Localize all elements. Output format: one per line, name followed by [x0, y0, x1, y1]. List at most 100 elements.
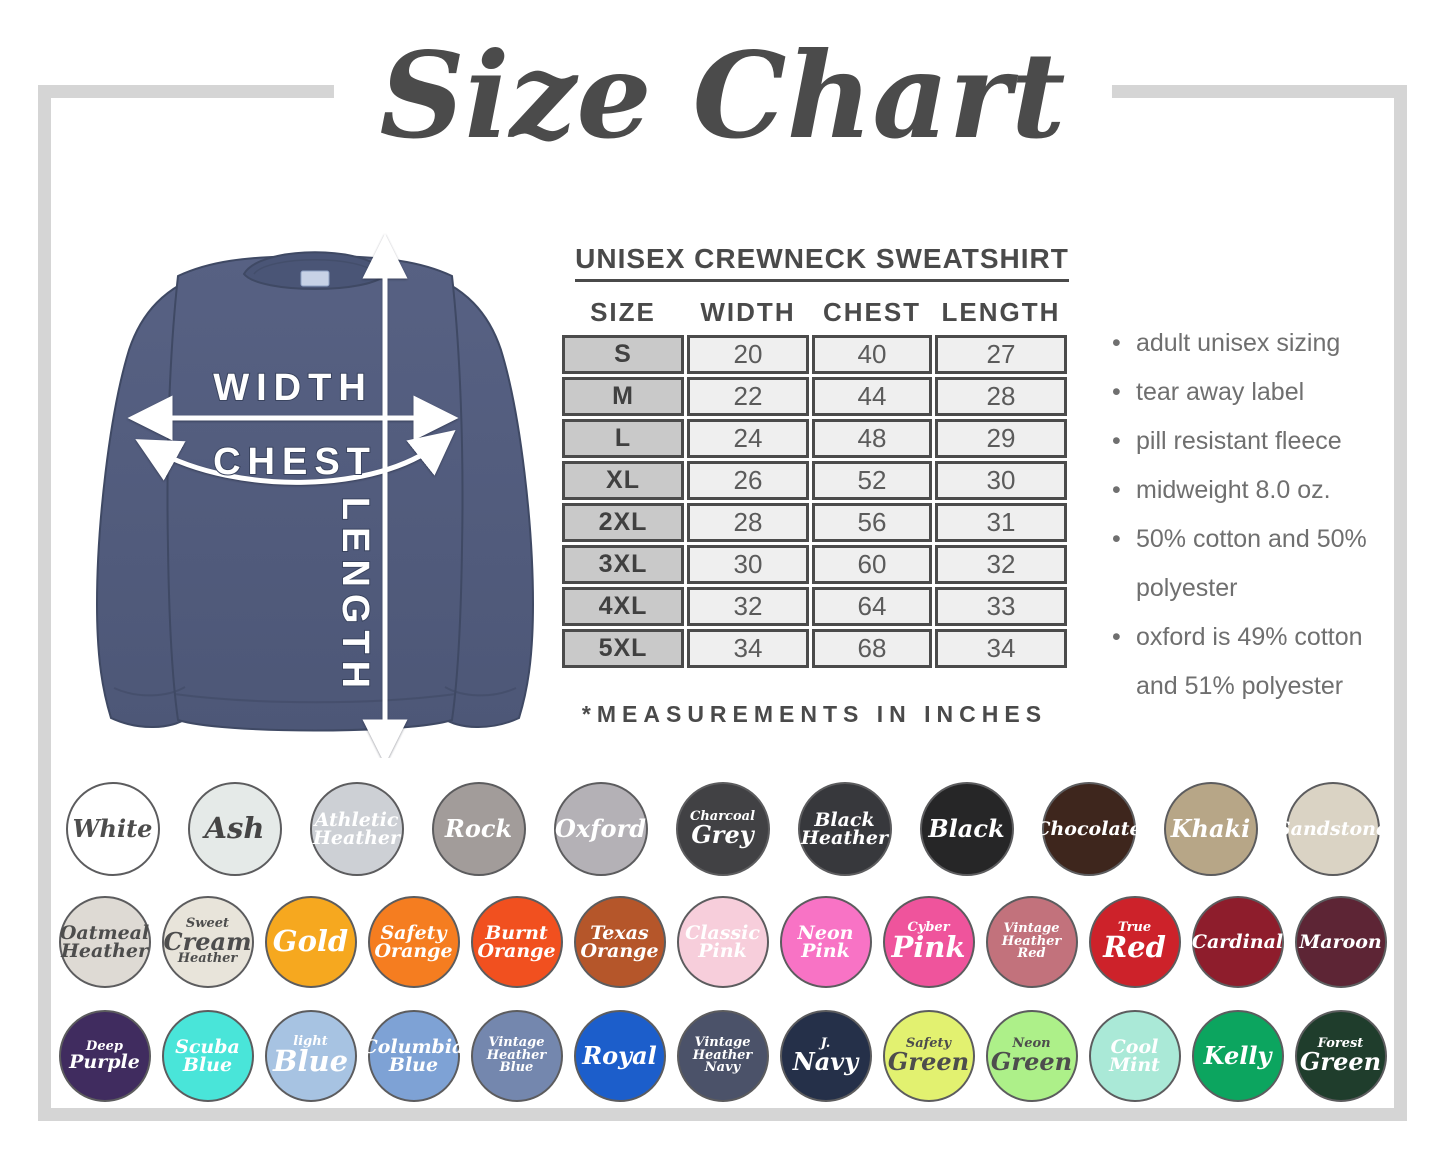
swatch-label: Black	[928, 813, 1005, 843]
swatch-label: Khaki	[1170, 813, 1251, 843]
bullet-text: oxford is 49% cotton and 51% polyester	[1136, 623, 1363, 700]
swatch-label: Ash	[204, 811, 265, 846]
swatch-label: True	[1117, 920, 1152, 936]
color-swatch-vintage-heather-red: Vintage Heather Red	[985, 896, 1078, 988]
chest-cell: 68	[812, 629, 932, 668]
color-swatch-cyber-pink: Cyber Pink	[882, 896, 975, 988]
color-swatch-light-blue: light Blue	[264, 1010, 357, 1102]
color-swatch-safety-green: Safety Green	[882, 1010, 975, 1102]
swatch-label: Scuba	[175, 1035, 240, 1058]
swatch-label: Pink	[698, 940, 747, 962]
bullet-icon: •	[1112, 476, 1121, 504]
swatch-label: Kelly	[1203, 1040, 1272, 1070]
color-swatch-rock: Rock	[431, 782, 526, 876]
size-cell: S	[562, 335, 684, 374]
color-swatch-safety-orange: Safety Orange	[367, 896, 460, 988]
swatch-label: Heather	[1001, 933, 1062, 949]
swatch-row-2: Oatmeal Heather Sweet Cream Heather Gold Safet…	[51, 896, 1394, 988]
size-cell: M	[562, 377, 684, 416]
color-swatch-forest-green: Forest Green	[1294, 1010, 1387, 1102]
swatch-label: Cream	[163, 926, 252, 956]
list-item: • tear away label	[1112, 368, 1412, 417]
width-cell: 20	[687, 335, 809, 374]
width-cell: 24	[687, 419, 809, 458]
chest-label: CHEST	[213, 441, 377, 483]
page-title: Size Chart	[333, 0, 1112, 192]
color-swatch-classic-pink: Classic Pink	[676, 896, 769, 988]
size-cell: 3XL	[562, 545, 684, 584]
swatch-label: Blue	[182, 1054, 233, 1076]
swatch-label: Chocolate	[1035, 817, 1142, 840]
swatch-label: Safety	[905, 1036, 952, 1052]
length-label: LENGTH	[334, 497, 376, 695]
size-cell: L	[562, 419, 684, 458]
swatch-label: Sandstone	[1276, 817, 1389, 840]
color-swatch-maroon: Maroon	[1294, 896, 1387, 988]
swatch-label: Cyber	[907, 920, 950, 936]
color-swatch-oxford: Oxford	[553, 782, 648, 876]
color-swatch-royal: Royal	[573, 1010, 666, 1102]
size-table: SIZE WIDTH CHEST LENGTH S 20 40 27 M 22 44 28 L 24 48…	[562, 297, 1067, 668]
chest-cell: 64	[812, 587, 932, 626]
swatch-label: Heather	[312, 827, 401, 849]
bullet-icon: •	[1112, 378, 1121, 406]
chest-cell: 40	[812, 335, 932, 374]
swatch-row-3: Deep Purple Scuba Blue light Blue Columbia Blue…	[51, 1010, 1394, 1102]
color-swatch-chocolate: Chocolate	[1035, 782, 1142, 876]
list-item: • pill resistant fleece	[1112, 417, 1412, 466]
bullet-icon: •	[1112, 329, 1121, 357]
width-cell: 32	[687, 587, 809, 626]
swatch-label: Heather	[60, 940, 149, 962]
color-swatch-burnt-orange: Burnt Orange	[470, 896, 563, 988]
swatch-label: Columbia	[362, 1035, 465, 1058]
bullet-text: tear away label	[1136, 378, 1305, 406]
swatch-label: Pink	[891, 930, 966, 965]
swatch-label: Texas	[590, 921, 649, 944]
length-cell: 33	[935, 587, 1067, 626]
swatch-label: Orange	[374, 940, 453, 962]
bullet-list: • adult unisex sizing • tear away label • pil…	[1112, 319, 1412, 711]
length-cell: 34	[935, 629, 1067, 668]
swatch-label: Cool	[1110, 1035, 1159, 1058]
swatch-label: Navy	[704, 1060, 741, 1076]
swatch-label: Purple	[69, 1051, 140, 1074]
sweatshirt-image: WIDTH CHEST LENGTH	[95, 233, 535, 765]
length-cell: 29	[935, 419, 1067, 458]
bullet-icon: •	[1112, 623, 1121, 651]
swatch-label: Gold	[272, 924, 349, 959]
product-heading: UNISEX CREWNECK SWEATSHIRT	[575, 243, 1069, 282]
length-cell: 30	[935, 461, 1067, 500]
swatch-label: Deep	[86, 1038, 123, 1054]
column-header-width: WIDTH	[700, 297, 796, 327]
swatch-row-1: White Ash Athletic Heather Rock Oxford Charcoa…	[51, 782, 1394, 876]
swatch-label: Orange	[477, 940, 556, 962]
swatch-label: Safety	[380, 921, 447, 944]
length-cell: 28	[935, 377, 1067, 416]
length-cell: 27	[935, 335, 1067, 374]
swatch-label: Heather	[177, 951, 238, 967]
bullet-text: midweight 8.0 oz.	[1136, 476, 1331, 504]
swatch-label: Mint	[1109, 1054, 1160, 1076]
swatch-label: Neon	[797, 921, 854, 944]
width-cell: 30	[687, 545, 809, 584]
chest-cell: 44	[812, 377, 932, 416]
list-item: • oxford is 49% cotton and 51% polyester	[1112, 613, 1412, 711]
color-swatch-oatmeal-heather: Oatmeal Heather	[58, 896, 151, 988]
swatch-label: Vintage	[488, 1035, 545, 1051]
color-swatch-black: Black	[919, 782, 1014, 876]
swatch-label: Red	[1017, 946, 1046, 962]
chest-cell: 56	[812, 503, 932, 542]
list-item: • 50% cotton and 50% polyester	[1112, 515, 1412, 613]
chest-arrow-icon	[135, 429, 456, 485]
color-swatch-vintage-heather-navy: Vintage Heather Navy	[676, 1010, 769, 1102]
swatch-label: Heather	[800, 827, 889, 849]
swatch-label: Heather	[692, 1047, 753, 1063]
swatch-label: Athletic	[314, 808, 399, 831]
bullet-icon: •	[1112, 525, 1121, 553]
list-item: • midweight 8.0 oz.	[1112, 466, 1412, 515]
measurements-footnote: *MEASUREMENTS IN INCHES	[581, 701, 1048, 727]
swatch-label: Cardinal	[1191, 930, 1284, 953]
bullet-text: adult unisex sizing	[1136, 329, 1341, 357]
swatch-label: Black	[814, 808, 875, 831]
swatch-label: Navy	[792, 1046, 859, 1076]
